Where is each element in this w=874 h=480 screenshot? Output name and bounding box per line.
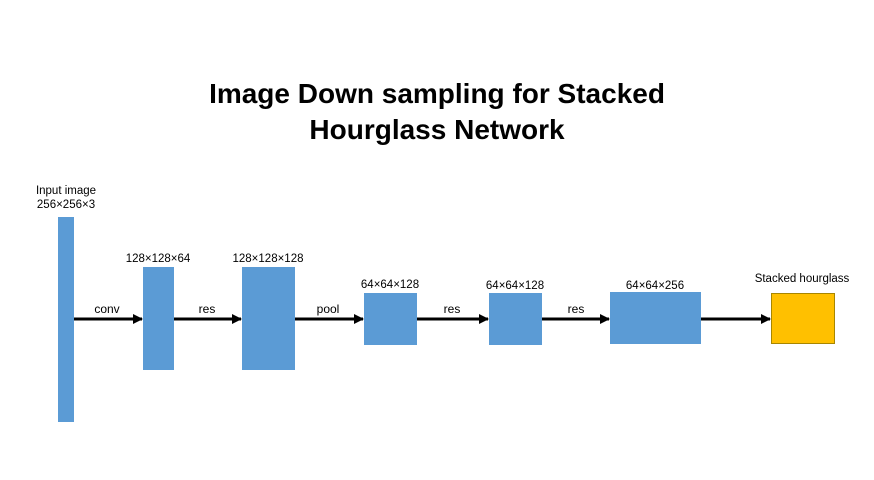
title-line-2: Hourglass Network xyxy=(309,114,565,145)
stage-5-dims: 64×64×256 xyxy=(625,280,685,292)
stage-3-block xyxy=(364,293,417,345)
edge-label-res-1: res xyxy=(198,302,216,316)
stacked-hourglass-block xyxy=(771,293,835,344)
edge-label-res-2: res xyxy=(443,302,461,316)
edge-label-pool: pool xyxy=(316,302,340,316)
edge-label-res-3: res xyxy=(567,302,585,316)
title-line-1: Image Down sampling for Stacked xyxy=(209,78,665,109)
diagram-title: Image Down sampling for Stacked Hourglas… xyxy=(0,76,874,148)
stage-3-dims: 64×64×128 xyxy=(360,279,420,291)
input-dims: 256×256×3 xyxy=(36,199,96,211)
stage-4-block xyxy=(489,293,542,345)
stage-5-block xyxy=(610,292,701,344)
input-label: Input image xyxy=(35,185,97,197)
stage-1-dims: 128×128×64 xyxy=(125,253,191,265)
edge-label-conv: conv xyxy=(94,302,120,316)
input-image-block xyxy=(58,217,74,422)
stage-2-dims: 128×128×128 xyxy=(232,253,304,265)
stage-2-block xyxy=(242,267,295,370)
output-label: Stacked hourglass xyxy=(754,273,850,285)
stage-4-dims: 64×64×128 xyxy=(485,280,545,292)
stage-1-block xyxy=(143,267,174,370)
